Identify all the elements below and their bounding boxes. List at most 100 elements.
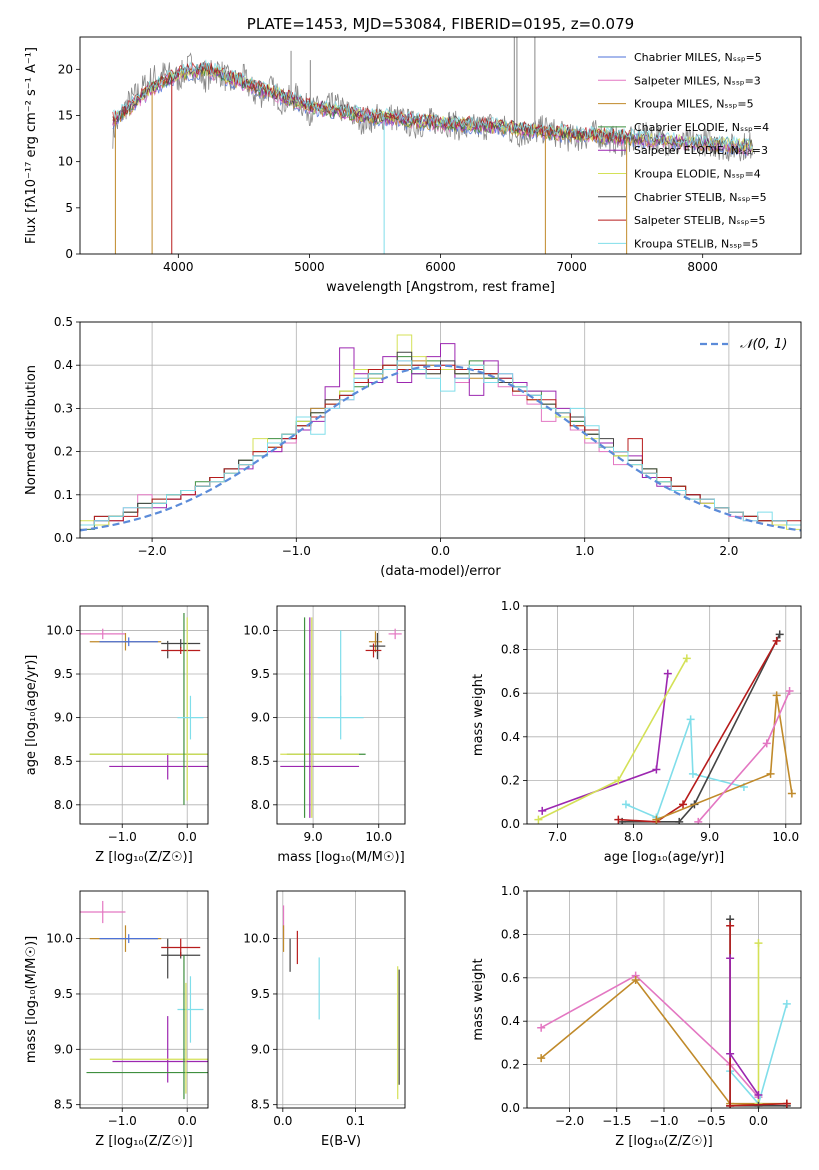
x-tick-label: −1.5 bbox=[602, 1114, 631, 1128]
axes-frame bbox=[276, 605, 406, 825]
x-axis-label: Z [log₁₀(Z/Z☉)] bbox=[95, 850, 192, 865]
legend-label: Salpeter ELODIE, Nₛₛₚ=3 bbox=[634, 144, 768, 157]
axes-weight-vs-age: 7.0 8.0 9.0 10.0 0.0 0.2 0.4 0.6 0.8 1.0 age [log₁… bbox=[471, 599, 802, 865]
plot-area-age-vs-mass bbox=[280, 617, 402, 818]
weight-marker bbox=[754, 939, 763, 948]
x-tick-label: −2.0 bbox=[138, 544, 167, 558]
weight-marker bbox=[726, 954, 735, 963]
y-tick-label: 20 bbox=[58, 62, 73, 76]
x-axis-label: (data-model)/error bbox=[380, 564, 501, 579]
y-tick-label: 0 bbox=[65, 247, 73, 261]
weight-marker bbox=[621, 800, 630, 809]
x-axis-label: Z [log₁₀(Z/Z☉)] bbox=[95, 1134, 192, 1149]
y-axis-label: mass weight bbox=[471, 958, 486, 1040]
weight-marker bbox=[772, 691, 781, 700]
weight-marker bbox=[782, 999, 791, 1008]
weight-marker bbox=[726, 921, 735, 930]
plot-area-weight-vs-age bbox=[534, 630, 796, 824]
weight-marker bbox=[663, 669, 672, 678]
weight-series bbox=[540, 974, 760, 1098]
y-tick-label: 0.3 bbox=[54, 401, 73, 415]
x-tick-label: 0.0 bbox=[178, 830, 197, 844]
weight-marker bbox=[782, 1099, 791, 1108]
y-tick-label: 0.5 bbox=[54, 315, 73, 329]
x-tick-label: 0.1 bbox=[346, 1114, 365, 1128]
plot-area-age-vs-Z bbox=[80, 612, 208, 805]
weight-marker bbox=[694, 817, 703, 824]
x-axis-label: E(B-V) bbox=[321, 1134, 361, 1149]
axes-age-vs-Z: −1.0 0.0 8.0 8.5 9.0 9.5 10.0 Z [log₁₀(Z/Z☉)] ag… bbox=[24, 605, 209, 865]
chart-title: PLATE=1453, MJD=53084, FIBERID=0195, z=0… bbox=[247, 15, 634, 33]
plot-area-weight-vs-Z bbox=[537, 915, 791, 1108]
x-tick-label: 1.0 bbox=[575, 544, 594, 558]
plot-area-residuals bbox=[80, 334, 801, 538]
weight-series bbox=[656, 695, 793, 821]
x-tick-label: −1.0 bbox=[108, 830, 137, 844]
x-tick-label: 9.0 bbox=[304, 830, 323, 844]
x-tick-label: 0.0 bbox=[749, 1114, 768, 1128]
weight-marker bbox=[762, 739, 771, 748]
y-tick-label: 0.2 bbox=[54, 445, 73, 459]
model-spectrum bbox=[112, 62, 753, 153]
legend-label: Chabrier MILES, Nₛₛₚ=5 bbox=[634, 51, 762, 64]
axes-frame bbox=[79, 890, 209, 1109]
weight-marker bbox=[772, 636, 781, 645]
y-tick-label: 10.0 bbox=[243, 932, 270, 946]
y-tick-label: 0.0 bbox=[501, 817, 520, 831]
y-tick-label: 8.0 bbox=[54, 798, 73, 812]
weight-marker bbox=[534, 815, 543, 824]
x-tick-label: 6000 bbox=[425, 260, 456, 274]
weight-marker bbox=[754, 1101, 763, 1108]
y-tick-label: 8.5 bbox=[251, 1098, 270, 1112]
plot-area-mass-vs-Z bbox=[80, 900, 208, 1100]
x-tick-label: 0.0 bbox=[273, 1114, 292, 1128]
y-tick-label: 0.8 bbox=[501, 927, 520, 941]
y-tick-label: 9.0 bbox=[251, 1042, 270, 1056]
axes-frame bbox=[79, 605, 209, 825]
legend: Chabrier MILES, Nₛₛₚ=5 Salpeter MILES, Nₛ… bbox=[598, 51, 769, 250]
y-tick-label: 5 bbox=[65, 201, 73, 215]
axes-age-vs-mass: 9.0 10.0 8.0 8.5 9.0 9.5 10.0 mass [log₁₀(M/M☉)… bbox=[243, 605, 406, 865]
y-tick-label: 0.6 bbox=[501, 971, 520, 985]
weight-marker bbox=[754, 1090, 763, 1099]
y-tick-label: 9.0 bbox=[54, 711, 73, 725]
weight-marker bbox=[686, 715, 695, 724]
weight-marker bbox=[787, 789, 796, 798]
legend-label: Kroupa MILES, Nₛₛₚ=5 bbox=[634, 98, 754, 111]
weight-marker bbox=[675, 817, 684, 824]
weight-marker bbox=[537, 1023, 546, 1032]
x-tick-label: 0.0 bbox=[431, 544, 450, 558]
y-tick-label: 10 bbox=[58, 155, 73, 169]
legend-label: Kroupa ELODIE, Nₛₛₚ=4 bbox=[634, 168, 761, 181]
axes-frame bbox=[526, 890, 802, 1109]
axes-residuals: −2.0 −1.0 0.0 1.0 2.0 0.0 0.1 0.2 0.3 0.4 0.5 (data… bbox=[24, 315, 802, 579]
x-tick-label: −0.5 bbox=[697, 1114, 726, 1128]
x-tick-label: 10.0 bbox=[772, 830, 799, 844]
y-tick-label: 8.0 bbox=[251, 798, 270, 812]
x-tick-label: 8.0 bbox=[624, 830, 643, 844]
y-tick-label: 9.5 bbox=[251, 987, 270, 1001]
y-tick-label: 9.0 bbox=[251, 711, 270, 725]
y-tick-label: 0.1 bbox=[54, 488, 73, 502]
axes-spectrum: 4000 5000 6000 7000 8000 0 5 10 15 20 wavelength [… bbox=[24, 15, 802, 295]
weight-marker bbox=[538, 806, 547, 815]
weight-marker bbox=[679, 800, 688, 809]
y-tick-label: 10.0 bbox=[46, 932, 73, 946]
weight-marker bbox=[775, 630, 784, 639]
y-tick-label: 8.5 bbox=[54, 1098, 73, 1112]
weight-marker bbox=[652, 765, 661, 774]
model-spectrum bbox=[112, 59, 753, 150]
x-axis-label: age [log₁₀(age/yr)] bbox=[604, 850, 725, 865]
axes-frame bbox=[526, 605, 802, 825]
x-tick-label: −1.0 bbox=[108, 1114, 137, 1128]
y-tick-label: 9.5 bbox=[54, 667, 73, 681]
weight-marker bbox=[614, 776, 623, 785]
legend-label: Chabrier ELODIE, Nₛₛₚ=4 bbox=[634, 121, 769, 134]
axes-frame bbox=[79, 36, 802, 255]
y-tick-label: 0.4 bbox=[501, 1014, 520, 1028]
legend-label: Kroupa STELIB, Nₛₛₚ=5 bbox=[634, 237, 758, 250]
weight-marker bbox=[652, 815, 661, 824]
x-tick-label: 10.0 bbox=[365, 830, 392, 844]
y-tick-label: 15 bbox=[58, 108, 73, 122]
